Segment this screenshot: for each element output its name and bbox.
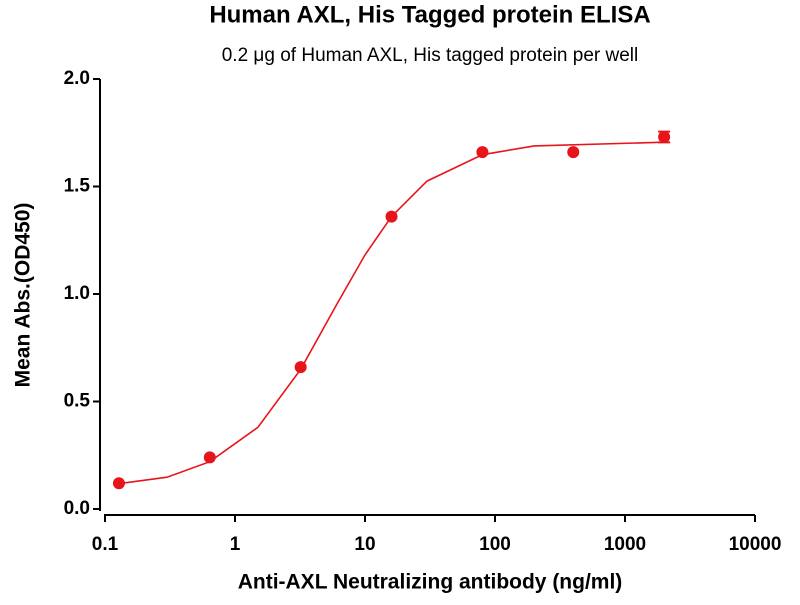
data-point — [112, 477, 125, 490]
data-point — [385, 210, 398, 223]
chart-subtitle: 0.2 μg of Human AXL, His tagged protein … — [222, 45, 639, 66]
y-axis-label: Mean Abs.(OD450) — [12, 203, 35, 388]
x-tick-label: 100 — [479, 534, 511, 555]
data-point — [203, 451, 216, 464]
y-tick-label: 1.0 — [64, 283, 90, 304]
y-tick-label: 0.0 — [64, 498, 90, 519]
data-point — [294, 361, 307, 374]
x-tick-label: 1 — [230, 534, 241, 555]
x-tick-label: 10 — [354, 534, 375, 555]
y-tick-label: 2.0 — [64, 68, 90, 89]
data-point — [567, 146, 580, 159]
fit-curve — [118, 141, 665, 485]
y-tick-label: 1.5 — [64, 176, 91, 197]
y-tick-label: 0.5 — [64, 391, 91, 412]
x-tick-label: 10000 — [729, 534, 782, 555]
chart-title: Human AXL, His Tagged protein ELISA — [209, 1, 650, 28]
data-point — [476, 146, 489, 159]
x-tick-label: 1000 — [604, 534, 646, 555]
data-point — [658, 131, 671, 144]
x-axis-label: Anti-AXL Neutralizing antibody (ng/ml) — [238, 571, 623, 594]
x-tick-label: 0.1 — [92, 534, 119, 555]
